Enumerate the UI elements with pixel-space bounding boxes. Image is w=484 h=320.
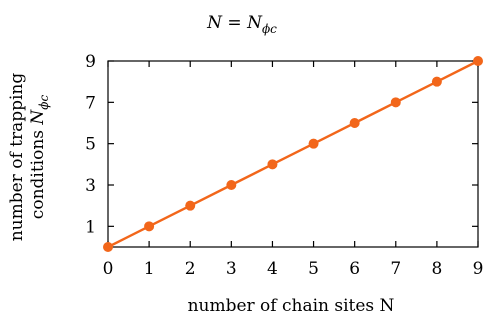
y-tick-label: 7 — [85, 93, 96, 113]
x-tick-label: 4 — [267, 259, 278, 279]
data-point — [308, 138, 319, 149]
data-point — [267, 159, 278, 170]
data-point — [103, 242, 113, 252]
y-axis-label: number of trapping conditions Nϕc — [7, 73, 51, 242]
y-tick-label: 9 — [85, 52, 96, 72]
y-tick-label: 5 — [85, 135, 96, 155]
y-tick-label: 1 — [85, 217, 96, 237]
ticks: 0 1 2 3 4 5 6 7 8 9 1 3 5 7 9 — [85, 52, 483, 279]
y-axis-label-line2: conditions Nϕc — [28, 95, 51, 220]
x-tick-label: 8 — [431, 259, 442, 279]
title-main: N = N — [206, 13, 263, 33]
x-tick-label: 1 — [144, 259, 155, 279]
series — [103, 56, 483, 252]
plot-frame — [107, 60, 479, 248]
title-sub: ϕc — [262, 22, 277, 36]
data-point — [144, 221, 155, 232]
chart-title: N = Nϕc — [206, 13, 277, 36]
x-tick-label: 5 — [308, 259, 319, 279]
data-point — [473, 56, 483, 66]
x-tick-label: 3 — [226, 259, 237, 279]
x-tick-label: 0 — [103, 259, 114, 279]
y-axis-label-sub: ϕc — [37, 95, 51, 110]
x-tick-label: 9 — [473, 259, 484, 279]
x-axis-label: number of chain sites N — [188, 296, 395, 316]
data-point — [349, 118, 360, 128]
series-line — [107, 59, 479, 249]
data-point — [390, 97, 401, 108]
y-axis-label-line1: number of trapping — [7, 73, 27, 242]
x-tick-label: 2 — [185, 259, 196, 279]
x-tick-label: 7 — [390, 259, 401, 279]
x-tick-label: 6 — [349, 259, 360, 279]
y-tick-label: 3 — [85, 176, 96, 196]
data-point — [431, 76, 442, 87]
y-axis-label-var: N — [28, 109, 48, 126]
y-axis-label-prefix: conditions — [28, 125, 48, 220]
data-point — [185, 200, 196, 211]
data-point — [226, 180, 237, 190]
